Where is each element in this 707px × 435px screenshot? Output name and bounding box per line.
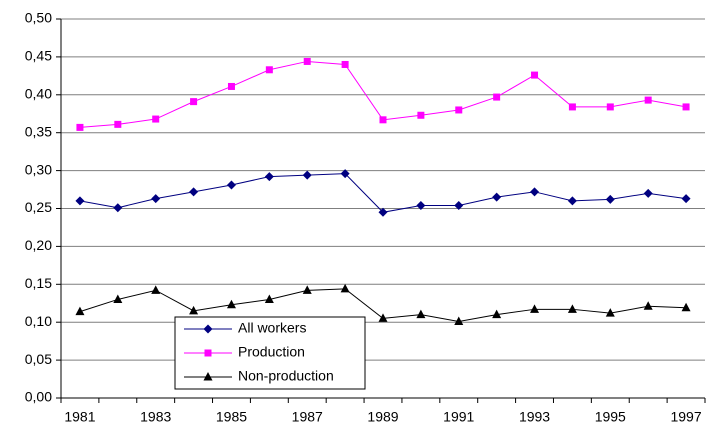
- marker: [265, 66, 273, 74]
- marker: [226, 299, 236, 309]
- marker: [264, 294, 274, 303]
- x-tick-label: 1997: [670, 409, 701, 425]
- marker: [605, 308, 615, 317]
- x-tick-label: 1983: [140, 409, 171, 425]
- marker: [76, 123, 84, 131]
- marker: [492, 309, 502, 319]
- marker: [530, 304, 540, 313]
- marker: [203, 372, 213, 381]
- marker: [302, 170, 312, 180]
- y-tick-label: 0,25: [25, 199, 52, 215]
- marker: [151, 194, 161, 204]
- marker: [226, 180, 236, 190]
- series-line: [79, 173, 687, 213]
- marker: [152, 115, 160, 123]
- marker: [416, 200, 426, 210]
- marker: [75, 196, 85, 206]
- marker: [531, 71, 539, 79]
- marker: [203, 324, 213, 334]
- marker: [681, 194, 691, 204]
- marker: [340, 283, 350, 293]
- marker: [454, 316, 464, 325]
- y-tick-label: 0,50: [25, 10, 52, 26]
- legend-label: Production: [238, 344, 305, 360]
- marker: [113, 203, 123, 213]
- marker: [340, 169, 350, 179]
- marker: [113, 294, 123, 303]
- marker: [417, 111, 425, 119]
- marker: [454, 200, 464, 210]
- marker: [341, 60, 349, 68]
- marker: [75, 306, 85, 316]
- marker: [189, 187, 199, 197]
- y-tick-label: 0,10: [25, 313, 52, 329]
- marker: [379, 116, 387, 124]
- x-tick-label: 1981: [64, 409, 95, 425]
- marker: [151, 285, 161, 294]
- marker: [227, 82, 235, 90]
- marker: [567, 196, 577, 206]
- marker: [643, 301, 653, 310]
- marker: [378, 313, 388, 322]
- marker: [114, 120, 122, 128]
- marker: [416, 309, 426, 319]
- marker: [302, 285, 312, 294]
- marker: [567, 304, 577, 313]
- y-tick-label: 0,20: [25, 237, 52, 253]
- marker: [455, 106, 463, 114]
- y-tick-label: 0,15: [25, 275, 52, 291]
- marker: [643, 188, 653, 198]
- y-tick-label: 0,00: [25, 389, 52, 405]
- marker: [493, 93, 501, 101]
- marker: [568, 103, 576, 111]
- x-tick-label: 1987: [292, 409, 323, 425]
- x-tick-label: 1985: [216, 409, 247, 425]
- legend-label: Non-production: [238, 368, 334, 384]
- marker: [190, 98, 198, 106]
- marker: [492, 192, 502, 202]
- marker: [606, 103, 614, 111]
- x-tick-label: 1993: [519, 409, 550, 425]
- marker: [530, 187, 540, 197]
- marker: [682, 103, 690, 111]
- marker: [204, 349, 212, 357]
- marker: [644, 96, 652, 104]
- x-tick-label: 1989: [367, 409, 398, 425]
- marker: [378, 207, 388, 217]
- marker: [189, 305, 199, 315]
- marker: [681, 302, 691, 312]
- y-tick-label: 0,35: [25, 123, 52, 139]
- marker: [303, 57, 311, 65]
- marker: [605, 194, 615, 204]
- y-tick-label: 0,40: [25, 86, 52, 102]
- y-tick-label: 0,45: [25, 48, 52, 64]
- marker: [264, 172, 274, 182]
- legend-label: All workers: [238, 320, 306, 336]
- y-tick-label: 0,05: [25, 351, 52, 367]
- y-tick-label: 0,30: [25, 161, 52, 177]
- x-tick-label: 1995: [595, 409, 626, 425]
- x-tick-label: 1991: [443, 409, 474, 425]
